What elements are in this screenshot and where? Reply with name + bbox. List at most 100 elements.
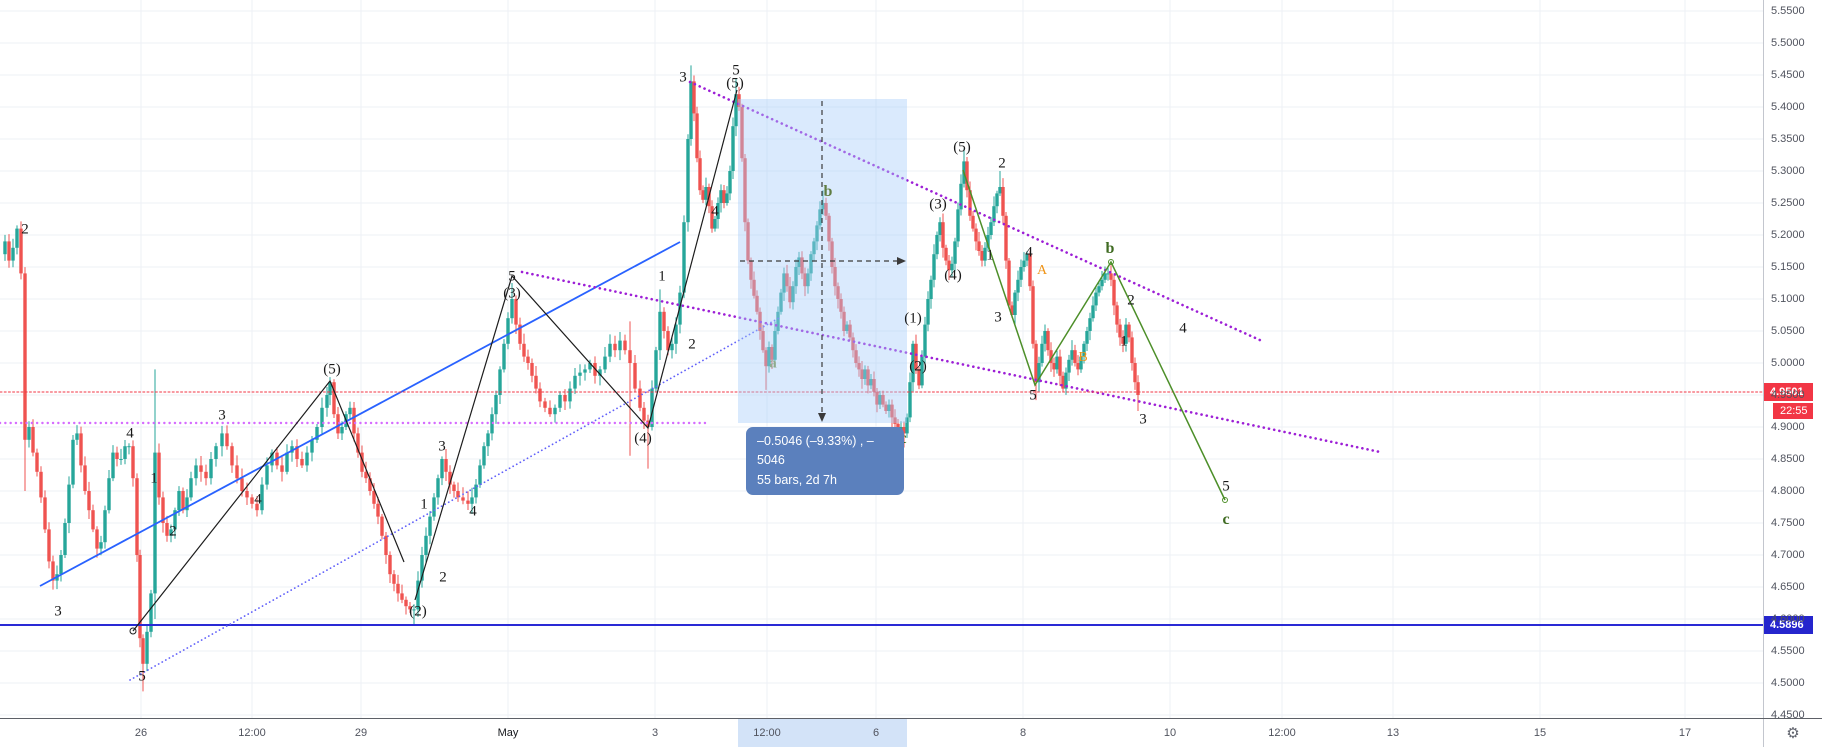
- candle: [646, 414, 650, 469]
- descending-purple-dotted-upper[interactable]: [688, 80, 1264, 343]
- axis-settings-gear-icon[interactable]: ⚙: [1786, 725, 1800, 742]
- candle: [1004, 212, 1008, 269]
- time-axis[interactable]: 26 12:00 29 May 3 12:00 6 8 10 12:00 13 15 17: [0, 719, 1763, 747]
- candle: [75, 425, 79, 446]
- candle: [1118, 318, 1122, 346]
- projection-anchor-marker[interactable]: [1222, 497, 1228, 503]
- candle: [1043, 324, 1047, 352]
- candle: [111, 445, 115, 482]
- candle: [280, 456, 284, 482]
- elliott-trendline-black[interactable]: [132, 379, 405, 632]
- descending-purple-dotted-lower[interactable]: [520, 270, 1382, 454]
- candle: [857, 356, 861, 377]
- candle: [534, 365, 538, 394]
- candle: [461, 487, 465, 505]
- time-axis-label: 29: [354, 727, 368, 739]
- price-axis[interactable]: 4.9501 22:55 4.5896 5.5500 5.5000 5.4500 5.…: [1763, 0, 1822, 721]
- candle: [558, 391, 562, 412]
- candle: [1013, 289, 1017, 325]
- time-axis-label: 10: [1163, 727, 1177, 739]
- candle: [138, 549, 142, 648]
- trendline-anchor-marker[interactable]: [129, 627, 137, 635]
- candle: [107, 470, 111, 514]
- candle: [1109, 265, 1113, 287]
- candle: [749, 257, 753, 289]
- abc-projection-line-green[interactable]: [962, 169, 1226, 501]
- candle: [194, 458, 198, 486]
- projection-anchor-marker[interactable]: [1108, 259, 1114, 265]
- candle: [440, 456, 444, 486]
- elliott-trendline-black[interactable]: [414, 89, 738, 601]
- price-axis-label: 4.7000: [1771, 549, 1805, 561]
- candle: [875, 387, 879, 413]
- candle: [827, 213, 831, 251]
- candle: [1049, 342, 1053, 372]
- candle: [692, 75, 696, 122]
- candle: [573, 368, 577, 395]
- candle: [35, 448, 39, 477]
- ascending-channel-violet-dotted[interactable]: [129, 317, 780, 681]
- candle: [530, 358, 534, 383]
- candle: [902, 421, 906, 448]
- candle: [701, 185, 705, 204]
- candle: [19, 221, 23, 280]
- candle: [225, 425, 229, 450]
- price-axis-label: 5.4000: [1771, 101, 1805, 113]
- candle: [161, 491, 165, 533]
- candle: [884, 401, 888, 415]
- candle: [791, 281, 795, 310]
- candle: [965, 157, 969, 198]
- candle: [633, 355, 637, 392]
- ascending-trendline-blue[interactable]: [39, 241, 681, 587]
- price-axis-label: 5.1000: [1771, 293, 1805, 305]
- candle: [743, 153, 747, 232]
- candle: [983, 242, 987, 267]
- candle: [710, 200, 714, 233]
- candle: [1052, 357, 1056, 377]
- candle: [755, 290, 759, 315]
- candle: [782, 267, 786, 301]
- candle: [968, 181, 972, 221]
- measure-right-arrow: [897, 257, 906, 265]
- candle: [360, 445, 364, 478]
- candle: [145, 624, 149, 672]
- candle: [494, 390, 498, 424]
- candle: [1007, 257, 1011, 309]
- candle: [424, 527, 428, 563]
- time-axis-label: 17: [1678, 727, 1692, 739]
- time-axis-separator: [0, 718, 1822, 719]
- price-axis-label: 4.8500: [1771, 453, 1805, 465]
- candle: [956, 202, 960, 248]
- candle: [157, 443, 161, 505]
- measure-tooltip: –0.5046 (–9.33%) , –5046 55 bars, 2d 7h: [746, 427, 904, 496]
- price-axis-label: 4.8000: [1771, 485, 1805, 497]
- candle: [235, 455, 239, 484]
- candle: [842, 306, 846, 337]
- candle: [482, 442, 486, 469]
- candle: [83, 456, 87, 495]
- candle: [474, 479, 478, 504]
- candle: [543, 397, 547, 413]
- candle: [364, 461, 368, 484]
- candle: [123, 440, 127, 465]
- candle: [1082, 341, 1086, 364]
- candle: [448, 465, 452, 494]
- candle: [466, 491, 470, 510]
- candle: [23, 267, 27, 491]
- candle: [1136, 375, 1140, 411]
- candle: [878, 390, 882, 409]
- candle: [959, 174, 963, 216]
- candle: [400, 584, 404, 604]
- candle: [300, 451, 304, 468]
- candle: [538, 382, 542, 408]
- price-axis-label: 5.4500: [1771, 69, 1805, 81]
- candle: [1001, 178, 1005, 224]
- candle: [356, 427, 360, 458]
- candle: [1091, 296, 1095, 322]
- candle: [974, 223, 978, 251]
- candle: [803, 267, 807, 297]
- candle: [995, 190, 999, 214]
- candle: [518, 317, 522, 350]
- candle: [490, 407, 494, 441]
